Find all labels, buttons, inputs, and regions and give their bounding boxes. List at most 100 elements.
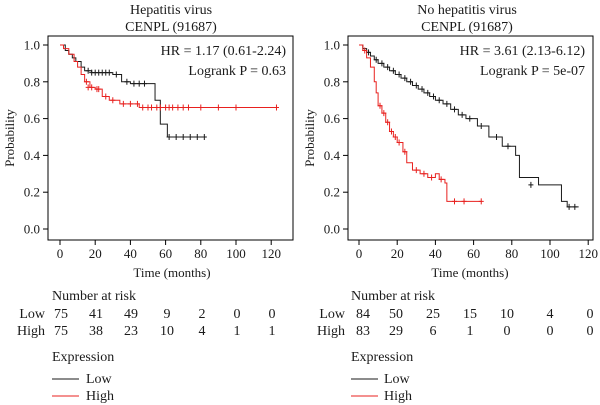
censor-mark: [444, 100, 450, 107]
censor-mark: [140, 104, 146, 111]
legend-label-low: Low: [86, 372, 113, 387]
risk-row-label-low: Low: [319, 307, 346, 322]
censor-mark: [175, 104, 181, 111]
x-ticks: 0 20 40 60 80 100 120: [57, 240, 281, 261]
censor-mark: [438, 176, 444, 183]
hr-annotation: HR = 1.17 (0.61-2.24): [161, 44, 287, 59]
y-axis-label: Probability: [2, 109, 17, 167]
x-ticks: 0 20 40 60 80 100 120: [356, 240, 598, 261]
km-curve-high: [359, 44, 482, 202]
censor-mark: [467, 115, 473, 122]
risk-table: 84 50 25 15 10 4 083 29 6 1 0 0 0: [356, 307, 594, 339]
plot-frame: [347, 35, 594, 241]
x-tick-label: 20: [89, 246, 102, 261]
risk-row-label-high: High: [17, 324, 45, 339]
censor-mark: [110, 97, 116, 104]
censor-mark: [385, 64, 391, 71]
censor-mark: [85, 67, 91, 74]
censor-mark: [215, 104, 221, 111]
censor-mark: [124, 78, 130, 85]
risk-row-label-high: High: [317, 324, 345, 339]
y-ticks: 0.0 0.2 0.4 0.6 0.8 1.0: [324, 38, 348, 237]
x-tick-label: 40: [124, 246, 137, 261]
censor-mark: [141, 80, 147, 87]
risk-header: Number at risk: [52, 289, 136, 304]
risk-count-low: 4: [547, 307, 554, 322]
censor-mark: [494, 134, 500, 140]
censor-mark: [505, 143, 511, 150]
censor-mark: [430, 93, 436, 100]
censor-mark: [419, 86, 425, 93]
x-axis-label: Time (months): [431, 265, 508, 280]
x-tick-label: 80: [194, 246, 207, 261]
logrank-annotation: Logrank P = 5e-07: [480, 64, 585, 79]
censor-mark: [113, 71, 119, 78]
risk-count-high: 0: [587, 324, 594, 339]
risk-count-high: 10: [160, 324, 174, 339]
risk-count-high: 29: [389, 324, 403, 339]
censor-mark: [459, 111, 465, 118]
y-tick-label: 0.4: [324, 148, 341, 163]
chart-subtitle: CENPL (91687): [125, 20, 217, 35]
censor-mark: [385, 119, 391, 126]
plot-series: [60, 44, 279, 140]
risk-count-high: 83: [356, 324, 370, 339]
censor-mark: [157, 104, 163, 111]
risk-row-label-low: Low: [19, 307, 46, 322]
censor-mark: [408, 78, 414, 85]
censor-mark: [452, 106, 457, 113]
risk-count-high: 1: [234, 324, 241, 339]
chart-title: Hepatitis virus: [130, 3, 212, 18]
censor-mark: [379, 60, 385, 67]
risk-count-high: 4: [199, 324, 206, 339]
censor-mark: [180, 104, 186, 111]
risk-count-high: 0: [504, 324, 511, 339]
censor-mark: [478, 198, 484, 205]
risk-count-low: 0: [269, 307, 276, 322]
censor-mark: [402, 75, 408, 82]
chart-subtitle: CENPL (91687): [421, 20, 513, 35]
censor-mark: [396, 71, 402, 78]
censor-mark: [187, 134, 193, 140]
censor-mark: [413, 82, 419, 89]
censor-mark: [185, 104, 191, 111]
risk-count-high: 1: [269, 324, 276, 339]
censor-mark: [436, 97, 442, 104]
x-tick-label: 100: [540, 246, 560, 261]
censor-mark: [388, 128, 394, 135]
censor-mark: [452, 198, 457, 205]
censor-mark: [194, 134, 200, 140]
censor-mark: [421, 170, 427, 177]
x-tick-label: 20: [391, 246, 404, 261]
y-tick-label: 0.8: [324, 74, 340, 89]
x-tick-label: 80: [505, 246, 518, 261]
censor-mark: [425, 89, 431, 96]
risk-count-low: 50: [389, 307, 403, 322]
censor-mark: [377, 102, 383, 109]
km-curve-low: [359, 44, 579, 208]
risk-count-high: 0: [547, 324, 554, 339]
risk-count-high: 23: [124, 324, 138, 339]
censor-mark: [572, 203, 578, 210]
censor-mark: [461, 198, 467, 205]
censor-mark: [528, 181, 534, 188]
y-tick-label: 0.2: [324, 185, 340, 200]
censor-mark: [127, 100, 133, 107]
censor-mark: [373, 56, 379, 63]
x-axis-label: Time (months): [133, 265, 210, 280]
risk-count-low: 0: [587, 307, 594, 322]
y-tick-label: 0.0: [324, 222, 340, 237]
censor-mark: [131, 80, 137, 87]
x-tick-label: 120: [261, 246, 281, 261]
panel-no-hepatitis: No hepatitis virus CENPL (91687) Probabi…: [302, 3, 598, 404]
y-tick-label: 0.4: [24, 148, 41, 163]
legend-label-high: High: [384, 389, 412, 404]
plot-frame: [47, 35, 294, 241]
censor-mark: [96, 86, 102, 93]
risk-count-high: 75: [54, 324, 68, 339]
risk-count-low: 2: [199, 307, 206, 322]
y-tick-label: 1.0: [24, 38, 40, 53]
censor-mark: [103, 93, 109, 100]
y-tick-label: 0.6: [324, 111, 341, 126]
